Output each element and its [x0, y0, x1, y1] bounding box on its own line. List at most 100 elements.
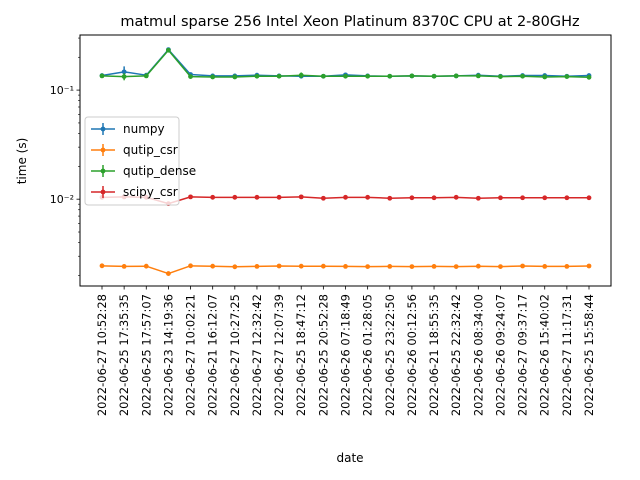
- data-point: [431, 195, 437, 201]
- data-point: [564, 263, 570, 269]
- data-point: [210, 194, 216, 200]
- data-point: [365, 264, 371, 269]
- x-axis: 2022-06-27 10:52:28 2022-06-25 17:35:35 20…: [95, 286, 596, 416]
- x-tick-label: 2022-06-25 23:22:50: [383, 294, 397, 416]
- data-point: [188, 263, 193, 269]
- data-point: [365, 73, 371, 79]
- data-point: [143, 263, 149, 269]
- x-axis-label: date: [336, 451, 363, 465]
- series-qutip_dense: [99, 47, 592, 81]
- data-point: [542, 74, 548, 80]
- data-point: [409, 73, 415, 79]
- x-tick-label: 2022-06-21 16:12:07: [206, 294, 220, 416]
- x-tick-label: 2022-06-26 08:34:00: [471, 294, 485, 416]
- data-point: [542, 263, 548, 269]
- data-point: [254, 73, 260, 79]
- data-point: [475, 263, 481, 269]
- data-point: [409, 264, 415, 269]
- data-point: [121, 263, 127, 269]
- legend-item-qutip_dense: qutip_dense: [91, 164, 196, 178]
- y-tick-label: 10⁻¹: [50, 84, 74, 97]
- x-tick-label: 2022-06-25 15:58:44: [582, 294, 596, 416]
- data-point: [520, 195, 525, 201]
- data-point: [320, 195, 326, 201]
- data-point: [343, 194, 348, 200]
- legend-marker: [100, 126, 106, 132]
- x-tick-label: 2022-06-26 07:18:49: [339, 294, 353, 416]
- data-point: [453, 73, 459, 79]
- data-point: [276, 263, 282, 269]
- data-point: [520, 263, 525, 269]
- data-point: [343, 263, 348, 269]
- legend-marker: [100, 168, 106, 174]
- data-point: [276, 73, 282, 79]
- legend-item-qutip_csr: qutip_csr: [91, 143, 178, 157]
- data-point: [298, 194, 304, 200]
- x-tick-label: 2022-06-25 17:35:35: [117, 294, 131, 416]
- data-point: [453, 194, 459, 200]
- data-point: [475, 73, 481, 79]
- data-point: [542, 195, 548, 201]
- data-point: [586, 195, 592, 201]
- data-point: [99, 263, 105, 269]
- data-point: [276, 194, 282, 200]
- legend-marker: [100, 189, 106, 195]
- data-point: [387, 263, 393, 269]
- legend-label: scipy_csr: [123, 185, 178, 199]
- data-point: [121, 69, 127, 75]
- data-point: [409, 195, 415, 201]
- x-tick-label: 2022-06-27 11:17:31: [560, 294, 574, 416]
- data-point: [453, 264, 459, 269]
- data-point: [232, 264, 238, 270]
- x-tick-label: 2022-06-26 01:28:05: [361, 294, 375, 416]
- data-point: [564, 74, 570, 79]
- data-point: [343, 73, 348, 79]
- x-tick-label: 2022-06-26 09:24:07: [493, 294, 507, 416]
- x-tick-label: 2022-06-27 10:27:25: [228, 294, 242, 416]
- x-tick-label: 2022-06-21 18:55:35: [427, 294, 441, 416]
- data-point: [520, 73, 525, 79]
- y-axis-label: time (s): [15, 138, 29, 185]
- data-point: [564, 195, 570, 201]
- data-point: [320, 263, 326, 269]
- data-point: [188, 194, 193, 200]
- data-point: [431, 263, 437, 269]
- x-tick-label: 2022-06-26 15:40:02: [538, 294, 552, 416]
- data-point: [232, 194, 238, 200]
- data-point: [210, 263, 216, 269]
- x-tick-label: 2022-06-23 14:19:36: [161, 294, 175, 416]
- x-tick-label: 2022-06-27 09:37:17: [516, 294, 530, 416]
- x-tick-label: 2022-06-27 12:32:42: [250, 294, 264, 416]
- data-point: [387, 195, 393, 201]
- legend-label: qutip_csr: [123, 143, 178, 157]
- data-point: [498, 195, 503, 201]
- data-point: [188, 74, 193, 79]
- series-qutip_csr: [99, 263, 592, 276]
- data-point: [232, 74, 238, 80]
- data-point: [210, 74, 216, 80]
- data-point: [298, 72, 304, 78]
- x-tick-label: 2022-06-27 12:07:39: [272, 294, 286, 416]
- legend-label: numpy: [123, 122, 165, 136]
- x-tick-label: 2022-06-26 00:12:56: [405, 294, 419, 416]
- x-tick-label: 2022-06-27 10:02:21: [184, 294, 198, 416]
- data-point: [475, 195, 481, 201]
- legend: numpy qutip_csr qutip_dense scipy_csr: [84, 116, 196, 206]
- legend-item-numpy: numpy: [91, 122, 165, 136]
- legend-item-scipy_csr: scipy_csr: [91, 185, 178, 199]
- data-point: [498, 264, 503, 269]
- data-point: [431, 73, 437, 79]
- data-point: [586, 263, 592, 269]
- x-tick-label: 2022-06-25 17:57:07: [139, 294, 153, 416]
- legend-box: [84, 116, 180, 206]
- data-point: [498, 74, 503, 79]
- data-point: [387, 73, 393, 79]
- data-point: [166, 271, 171, 276]
- data-point: [166, 47, 171, 53]
- data-point: [254, 263, 260, 269]
- data-point: [298, 263, 304, 269]
- data-point: [99, 73, 105, 79]
- data-point: [586, 74, 592, 80]
